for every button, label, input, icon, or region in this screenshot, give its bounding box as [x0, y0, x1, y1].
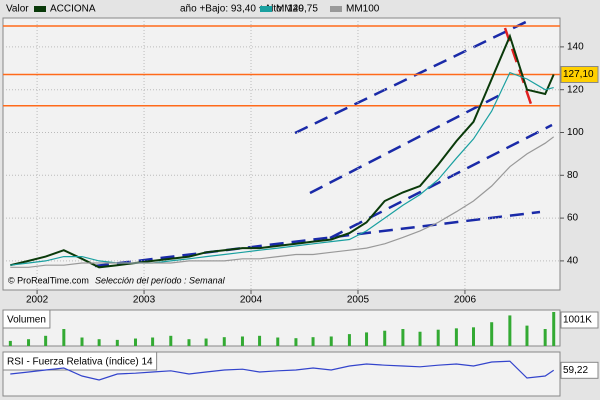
- volume-bar: [204, 338, 208, 346]
- price-panel: [2, 17, 561, 291]
- volume-bar: [490, 322, 494, 346]
- legend-swatch: [260, 6, 272, 12]
- credit: © ProRealTime.com: [8, 275, 89, 285]
- volume-bar: [436, 329, 440, 346]
- volume-bar: [169, 335, 173, 346]
- trend-lines: [94, 18, 553, 268]
- panel-title: RSI - Fuerza Relativa (índice) 14: [7, 357, 153, 368]
- volume-bar: [44, 335, 48, 346]
- y-tick-label: 120: [567, 84, 584, 95]
- volume-bar: [383, 330, 387, 346]
- trend-line: [309, 93, 501, 195]
- panel-title-box: [2, 351, 158, 371]
- period: Selección del período : Semanal: [95, 275, 226, 285]
- series-line: [10, 71, 554, 266]
- volume-bar: [471, 327, 475, 346]
- series-line: [10, 33, 555, 269]
- volume-bar: [347, 334, 351, 346]
- legend-label: MM100: [346, 4, 380, 15]
- y-tick-label: 100: [567, 127, 584, 138]
- volume-bar: [258, 335, 262, 346]
- panel-title: Volumen: [7, 315, 46, 326]
- volume-bar: [80, 337, 84, 346]
- legend-swatch: [330, 6, 342, 12]
- value-label-box: [560, 361, 599, 379]
- value-label-box: [560, 65, 599, 83]
- panel-label: Valor: [6, 4, 29, 15]
- value-label: 127,10: [563, 69, 594, 80]
- x-tick-label: 2006: [454, 295, 477, 306]
- volume-bar: [115, 339, 119, 346]
- volume-bar: [187, 339, 191, 346]
- value-label: 1001K: [563, 315, 592, 326]
- series-line: [10, 136, 555, 268]
- volume-bar: [508, 315, 512, 346]
- volume-bar: [276, 337, 280, 346]
- volume-bar: [240, 336, 244, 346]
- x-tick-label: 2002: [26, 295, 49, 306]
- volume-bar: [62, 329, 66, 346]
- trend-line: [94, 210, 541, 268]
- volume-bar: [151, 337, 155, 346]
- y-tick-label: 140: [567, 42, 584, 53]
- volume-bar: [222, 337, 226, 346]
- volume-bar: [401, 329, 405, 346]
- volume-bar: [365, 332, 369, 346]
- value-label: 59,22: [563, 365, 588, 376]
- volume-bar: [552, 312, 556, 346]
- x-tick-label: 2005: [347, 295, 370, 306]
- subtitle: año +Bajo: 93,40 +Alto: 149,75: [180, 4, 318, 15]
- legend-label: MM20: [276, 4, 304, 15]
- volume-panel: [2, 309, 561, 347]
- volume-bar: [543, 329, 547, 346]
- volume-bar: [97, 339, 101, 346]
- volume-bar: [294, 338, 298, 346]
- volume-bar: [311, 337, 315, 346]
- panel-title-box: [2, 309, 51, 329]
- trend-line: [503, 27, 535, 111]
- x-tick-label: 2003: [133, 295, 156, 306]
- volume-bar: [133, 338, 137, 346]
- series-line: [10, 360, 555, 381]
- y-tick-label: 80: [567, 170, 579, 181]
- volume-bar: [329, 336, 333, 346]
- volume-bar: [454, 328, 458, 346]
- volume-bar: [8, 340, 12, 346]
- y-tick-label: 60: [567, 213, 579, 224]
- trend-line: [329, 123, 553, 240]
- legend-swatch: [34, 6, 46, 12]
- y-tick-label: 40: [567, 256, 579, 267]
- x-tick-label: 2004: [240, 295, 263, 306]
- volume-bar: [525, 325, 529, 346]
- legend-label: ACCIONA: [50, 4, 96, 15]
- value-label-box: [560, 311, 599, 329]
- volume-bar: [27, 339, 31, 346]
- volume-bar: [418, 331, 422, 346]
